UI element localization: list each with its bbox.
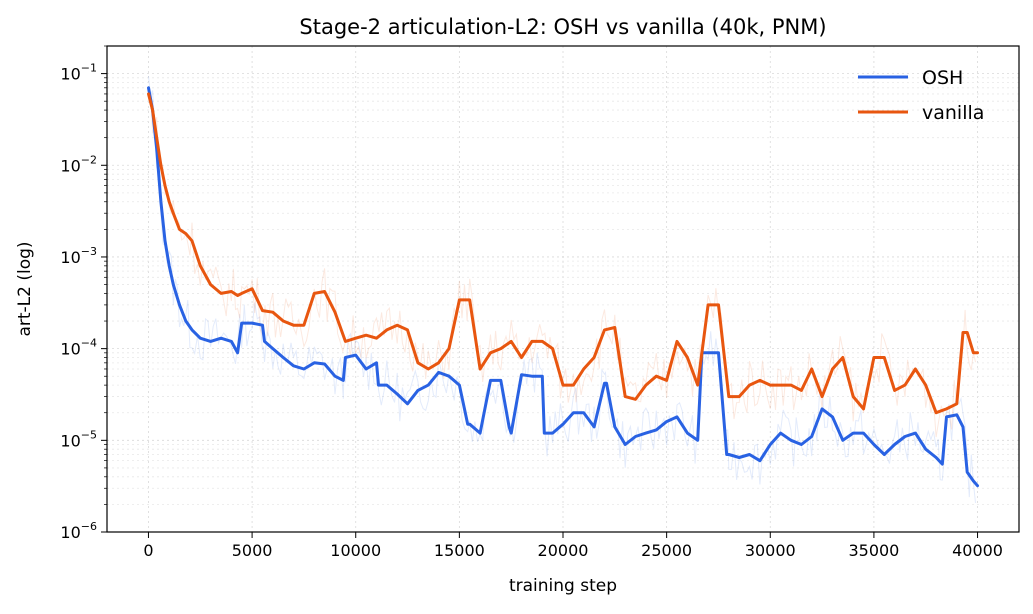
grid-layer bbox=[107, 45, 1019, 533]
legend-label-vanilla: vanilla bbox=[922, 102, 984, 124]
y-tick-label: 10−1 bbox=[60, 62, 97, 84]
x-tick-label: 15000 bbox=[434, 541, 485, 560]
y-tick-label: 10−5 bbox=[60, 428, 97, 450]
chart-title: Stage-2 articulation-L2: OSH vs vanilla … bbox=[299, 15, 826, 39]
y-tick-label: 10−6 bbox=[60, 520, 97, 542]
x-tick-label: 30000 bbox=[745, 541, 796, 560]
y-tick-label: 10−4 bbox=[60, 337, 97, 359]
series-layer bbox=[147, 86, 979, 488]
raw-trace-layer bbox=[148, 76, 976, 504]
y-tick-label: 10−2 bbox=[60, 153, 97, 175]
y-tick-label: 10−3 bbox=[60, 245, 97, 267]
raw-trace-vanilla bbox=[148, 88, 976, 438]
legend: OSH vanilla bbox=[858, 67, 984, 124]
x-axis-ticks: 0 5000 10000 15000 20000 25000 30000 35000 40000 bbox=[143, 532, 1003, 560]
y-axis-label: art-L2 (log) bbox=[15, 241, 35, 336]
legend-label-osh: OSH bbox=[922, 67, 963, 89]
series-line-vanilla bbox=[147, 92, 979, 415]
x-tick-label: 0 bbox=[143, 541, 153, 560]
y-axis-ticks: 10−6 10−5 10−4 10−3 10−2 10−1 bbox=[60, 45, 107, 542]
series-line-osh bbox=[147, 86, 979, 488]
x-tick-label: 25000 bbox=[641, 541, 692, 560]
x-axis-label: training step bbox=[509, 576, 617, 596]
x-tick-label: 40000 bbox=[952, 541, 1003, 560]
x-tick-label: 5000 bbox=[232, 541, 273, 560]
x-tick-label: 35000 bbox=[848, 541, 899, 560]
x-tick-label: 10000 bbox=[330, 541, 381, 560]
raw-trace-osh bbox=[148, 76, 976, 504]
x-tick-label: 20000 bbox=[538, 541, 589, 560]
